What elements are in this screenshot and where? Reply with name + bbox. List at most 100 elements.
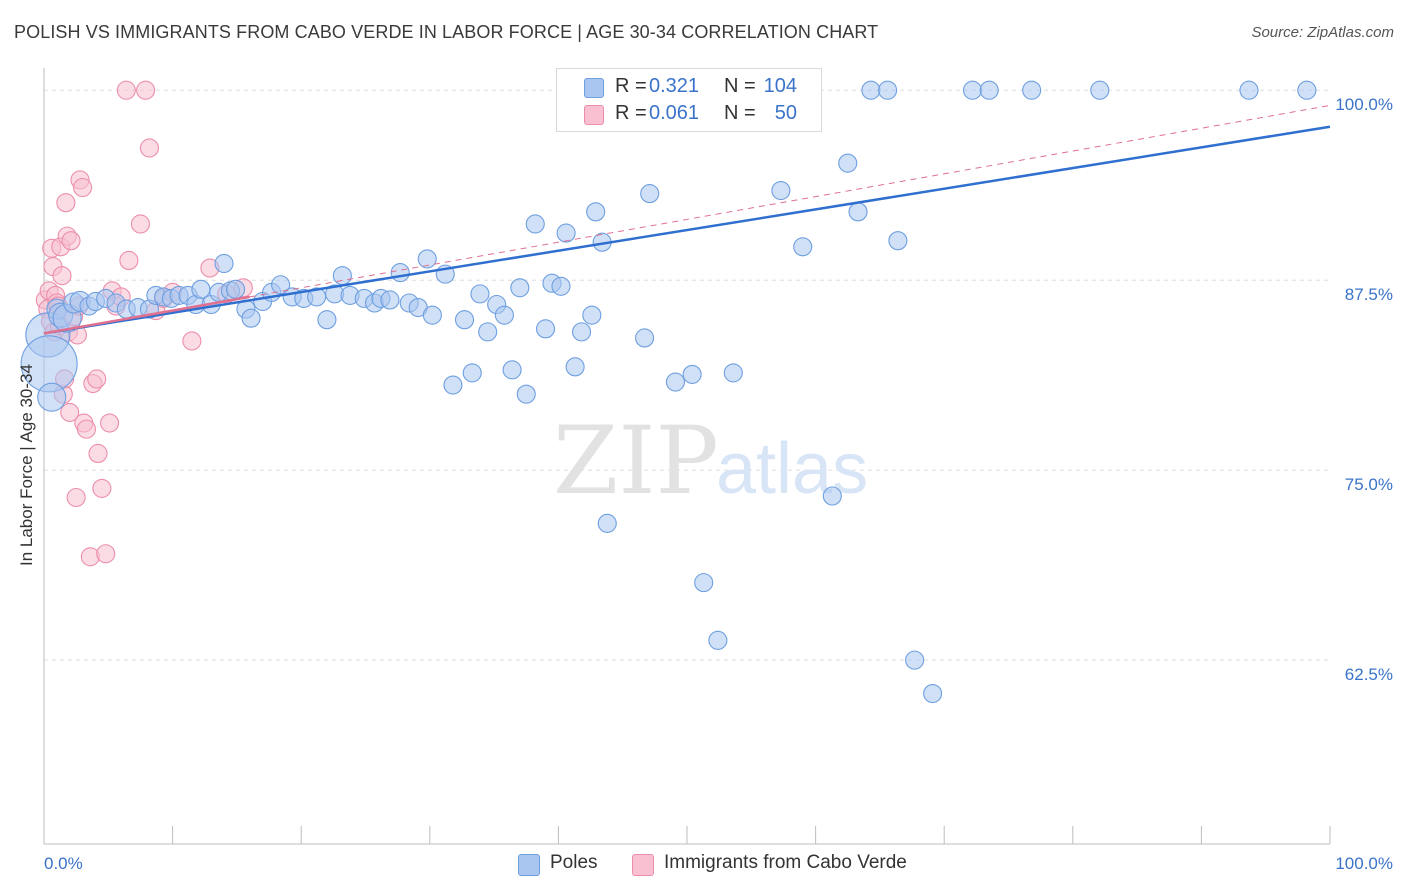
cabo-verde-point <box>130 214 150 234</box>
cabo-verde-swatch <box>632 854 654 876</box>
x-tick-label-end: 100.0% <box>1335 854 1393 873</box>
poles-point <box>793 237 813 257</box>
poles-point <box>822 486 842 506</box>
poles-point <box>510 278 530 298</box>
y-tick-label: 100.0% <box>1335 95 1393 114</box>
poles-point <box>640 184 660 204</box>
legend-r-value: 0.061 <box>649 102 700 124</box>
cabo-verde-point <box>73 177 93 198</box>
cabo-verde-legend-label: Immigrants from Cabo Verde <box>664 852 907 873</box>
y-tick-label: 75.0% <box>1345 475 1393 494</box>
poles-point <box>494 305 514 325</box>
poles-point <box>771 180 791 201</box>
cabo-verde-point <box>61 231 81 251</box>
cabo-verde-point <box>139 138 160 158</box>
source-note: Source: ZipAtlas.com <box>1251 24 1394 41</box>
poles-point <box>535 319 556 339</box>
trend-lines <box>43 104 1331 335</box>
x-tick-label-start: 0.0% <box>44 854 83 873</box>
cabo-verde-point <box>182 331 202 351</box>
legend-n-value: 104 <box>763 75 797 97</box>
poles-point <box>1239 80 1259 100</box>
cabo-verde-point <box>88 443 108 463</box>
poles-point <box>582 305 602 325</box>
cabo-verde-point <box>96 544 116 564</box>
legend-n-label: N = <box>724 102 756 124</box>
cabo-verde-trend-dashed <box>43 104 1331 334</box>
poles-point <box>1090 80 1110 100</box>
y-tick-label: 87.5% <box>1345 285 1393 304</box>
poles-point <box>665 372 685 392</box>
cabo-verde-point <box>56 193 76 213</box>
cabo-verde-point <box>66 487 86 508</box>
poles-point <box>962 80 983 100</box>
poles-point <box>470 284 490 304</box>
poles-point <box>905 650 925 670</box>
poles-point <box>332 266 352 286</box>
cabo-verde-trend-solid <box>43 295 250 335</box>
cabo-verde-point <box>87 369 107 389</box>
poles-point <box>979 80 999 100</box>
cabo-verde-point <box>119 250 139 270</box>
poles-point <box>1022 80 1042 100</box>
poles-point <box>37 382 67 412</box>
poles-point <box>191 279 211 299</box>
legend-swatch-poles <box>584 78 604 98</box>
legend-r-label: R = <box>615 75 647 97</box>
poles-point <box>443 375 463 395</box>
poles-swatch <box>518 854 540 876</box>
poles-point <box>516 384 536 404</box>
poles-point <box>525 214 545 234</box>
poles-point <box>878 80 898 100</box>
poles-trend-line <box>43 125 1331 335</box>
poles-point <box>551 276 571 296</box>
poles-point <box>838 153 858 173</box>
poles-point <box>454 310 475 330</box>
cabo-verde-point <box>116 80 136 100</box>
poles-point <box>462 363 482 383</box>
poles-point <box>888 231 908 251</box>
legend-n-value: 50 <box>774 102 797 124</box>
chart-title: POLISH VS IMMIGRANTS FROM CABO VERDE IN … <box>14 22 879 42</box>
legend-r-label: R = <box>615 102 647 124</box>
cabo-verde-point <box>92 478 112 498</box>
poles-point <box>241 308 261 328</box>
y-axis-label: In Labor Force | Age 30-34 <box>17 364 36 566</box>
cabo-verde-point <box>136 80 156 100</box>
poles-point <box>586 202 606 222</box>
watermark-atlas: atlas <box>716 429 868 509</box>
poles-point <box>422 305 442 325</box>
cabo-verde-point <box>80 547 100 567</box>
legend-n-label: N = <box>724 75 756 97</box>
poles-point <box>380 290 400 310</box>
cabo-verde-point <box>52 266 72 286</box>
poles-point <box>861 80 881 100</box>
cabo-verde-point <box>100 413 120 433</box>
poles-point <box>226 279 246 299</box>
legend-r-value: 0.321 <box>649 75 700 97</box>
poles-point <box>214 253 234 274</box>
x-tick-labels: 0.0% 100.0% <box>44 854 1393 873</box>
poles-point <box>556 223 576 243</box>
poles-point <box>635 328 655 348</box>
y-tick-label: 62.5% <box>1345 665 1393 684</box>
poles-point <box>694 573 714 593</box>
poles-point <box>848 202 868 222</box>
poles-point <box>417 249 437 269</box>
poles-point <box>682 364 702 384</box>
poles-point <box>723 363 743 383</box>
poles-point <box>1297 80 1317 100</box>
poles-point <box>478 322 498 342</box>
correlation-legend: R = 0.321 N = 104 R = 0.061 N = 50 <box>556 68 822 132</box>
poles-point <box>571 322 592 342</box>
poles-point <box>597 513 617 533</box>
poles-point <box>271 275 291 295</box>
poles-point <box>502 360 522 380</box>
cabo-verde-point <box>76 419 96 439</box>
poles-legend-label: Poles <box>550 852 598 873</box>
watermark-zip: ZIP <box>553 407 719 516</box>
legend-swatch-cabo-verde <box>584 105 604 125</box>
poles-points <box>20 80 1317 704</box>
axis-layer <box>43 68 1331 845</box>
